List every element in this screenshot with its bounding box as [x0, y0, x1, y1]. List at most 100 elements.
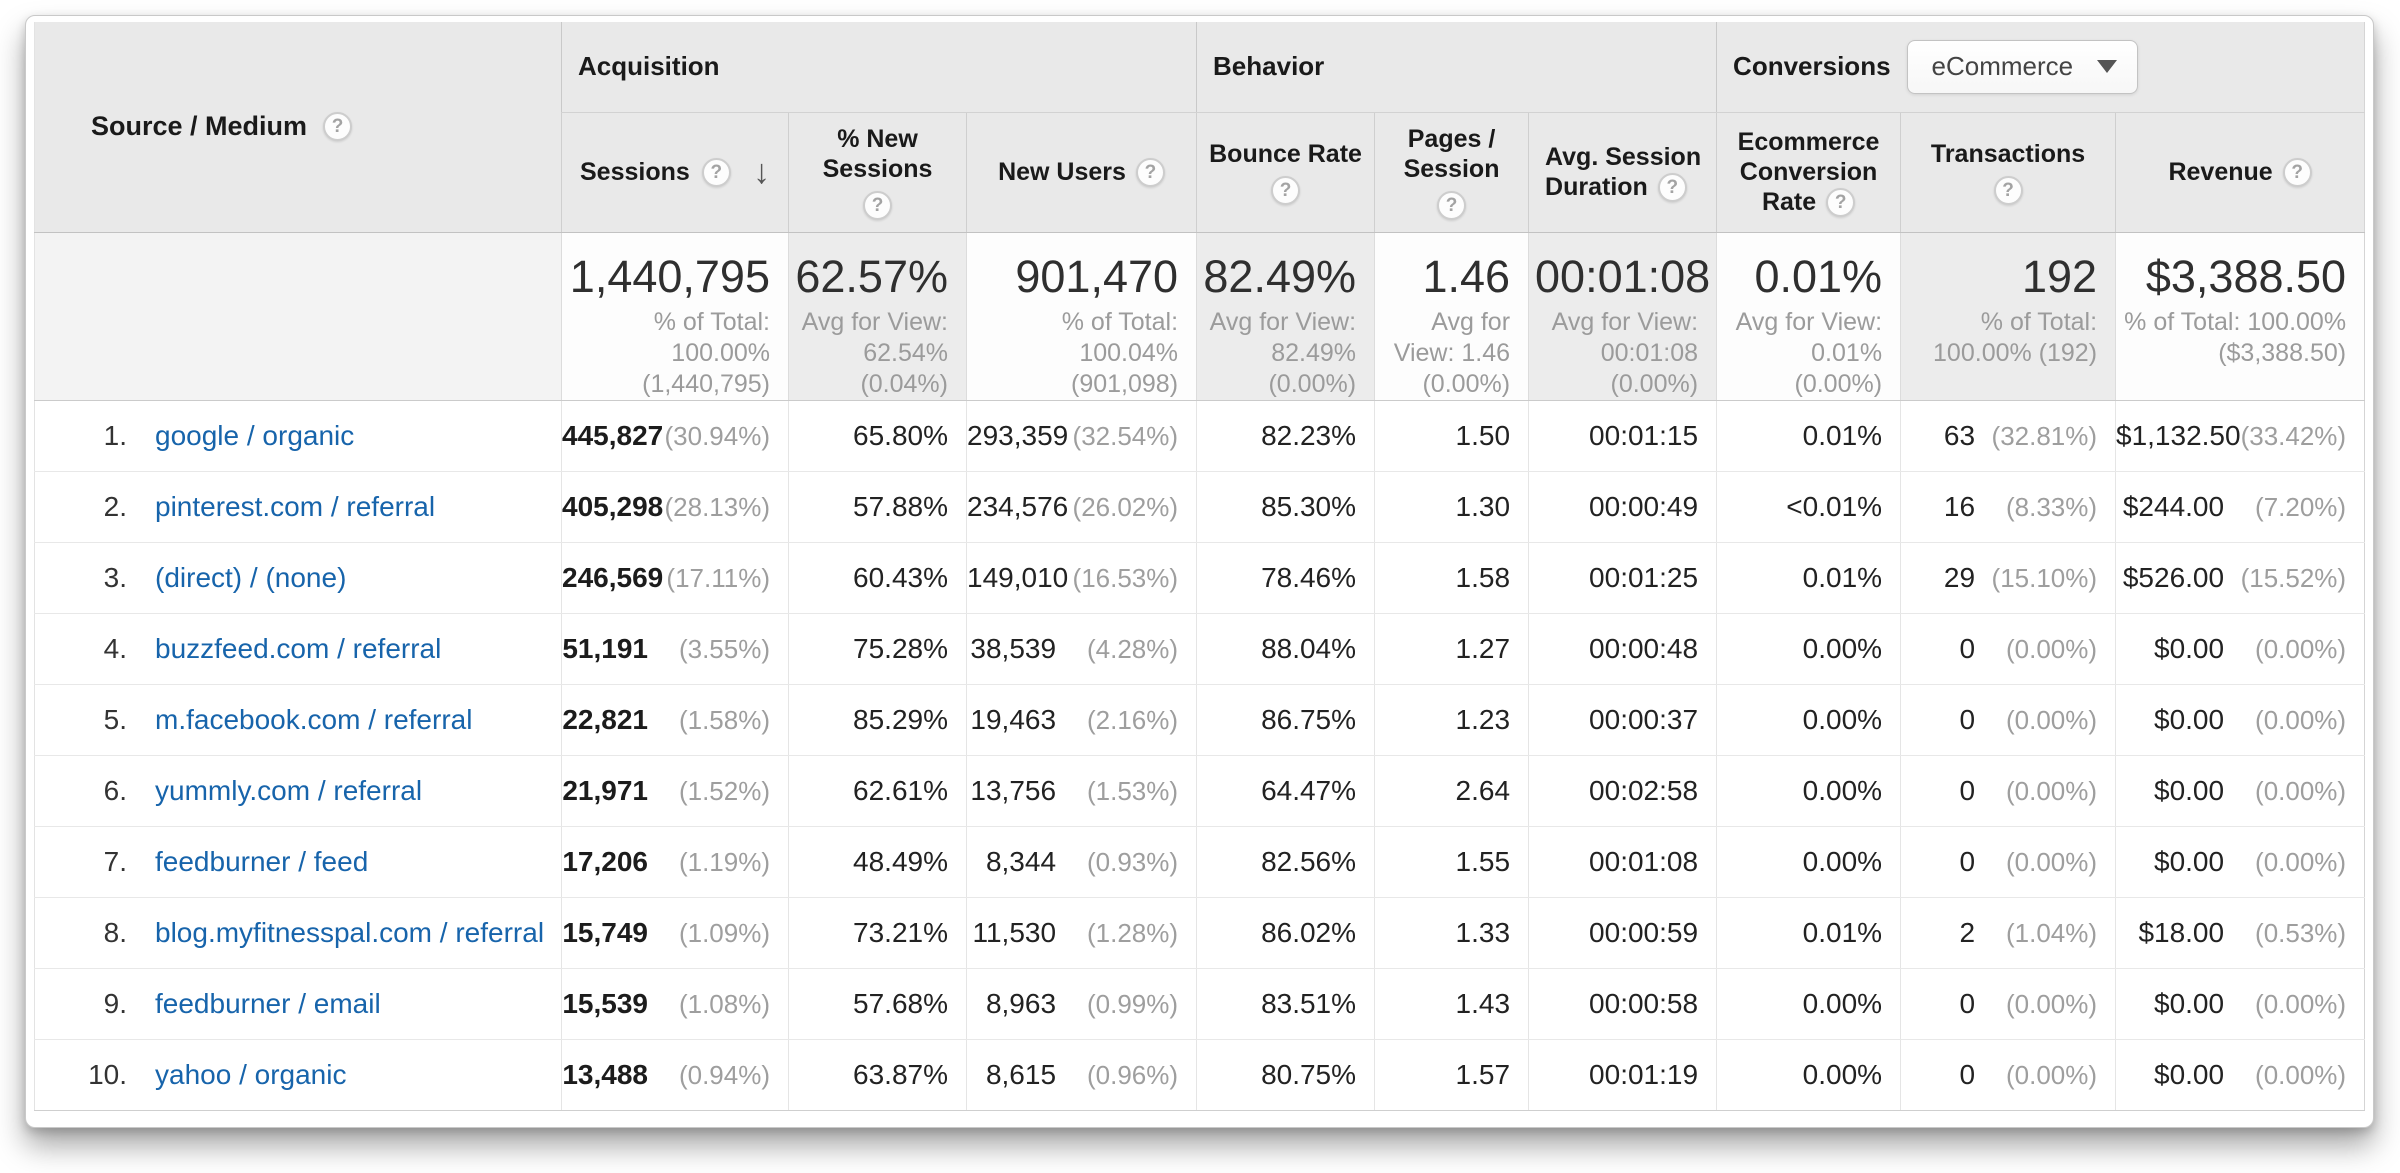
pages-session-cell: 1.50 [1374, 400, 1529, 472]
source-medium-table: Source / Medium ? Acquisition Behavior C… [34, 22, 2366, 1111]
help-icon[interactable]: ? [2282, 158, 2312, 188]
help-icon[interactable]: ? [1437, 191, 1467, 220]
transactions-cell: 16 (8.33%) [1900, 471, 2116, 543]
new-users-cell: 8,963 (0.99%) [965, 968, 1197, 1040]
pct-new-sessions-cell: 57.88% [788, 471, 967, 543]
row-index: 3. [103, 561, 127, 593]
sort-descending-icon[interactable]: ↓ [753, 153, 770, 191]
revenue-cell: $0.00 (0.00%) [2115, 1039, 2365, 1111]
column-header-ecommerce-conversion-rate[interactable]: Ecommerce Conversion Rate? [1716, 112, 1901, 233]
source-medium-cell: 3. (direct) / (none) [34, 542, 562, 614]
source-medium-cell: 5. m.facebook.com / referral [34, 684, 562, 756]
transactions-cell: 0 (0.00%) [1900, 684, 2116, 756]
column-header-transactions[interactable]: Transactions ? [1900, 112, 2116, 233]
source-medium-link[interactable]: m.facebook.com / referral [155, 703, 473, 735]
totals-pages-session: 1.46 Avg for View: 1.46 (0.00%) [1374, 232, 1529, 401]
transactions-cell: 0 (0.00%) [1900, 968, 2116, 1040]
new-users-cell: 11,530 (1.28%) [965, 897, 1197, 969]
source-medium-cell: 6. yummly.com / referral [34, 755, 562, 827]
ecom-rate-cell: 0.00% [1716, 1039, 1901, 1111]
pages-session-cell: 1.57 [1374, 1039, 1529, 1111]
pages-session-cell: 1.23 [1374, 684, 1529, 756]
row-index: 1. [103, 419, 127, 451]
ecom-rate-cell: 0.01% [1716, 400, 1901, 472]
group-header-acquisition: Acquisition [560, 22, 1197, 113]
help-icon[interactable]: ? [1657, 173, 1687, 203]
pct-new-sessions-cell: 73.21% [788, 897, 967, 969]
source-medium-cell: 9. feedburner / email [34, 968, 562, 1040]
totals-revenue: $3,388.50 % of Total: 100.00% ($3,388.50… [2115, 232, 2365, 401]
help-icon[interactable]: ? [323, 112, 353, 142]
source-medium-cell: 10. yahoo / organic [34, 1039, 562, 1111]
column-header-new-users[interactable]: New Users? [965, 112, 1197, 233]
transactions-cell: 29 (15.10%) [1900, 542, 2116, 614]
conversions-goal-value: eCommerce [1931, 51, 2074, 82]
conversions-goal-dropdown[interactable]: eCommerce [1906, 39, 2139, 94]
new-users-cell: 293,359 (32.54%) [965, 400, 1197, 472]
group-header-behavior: Behavior [1196, 22, 1717, 113]
totals-transactions: 192 % of Total: 100.00% (192) [1900, 232, 2116, 401]
source-medium-link[interactable]: feedburner / email [155, 987, 381, 1019]
revenue-cell: $18.00 (0.53%) [2115, 897, 2365, 969]
row-index: 10. [88, 1058, 127, 1090]
new-users-cell: 149,010 (16.53%) [965, 542, 1197, 614]
avg-duration-cell: 00:02:58 [1528, 755, 1717, 827]
source-medium-link[interactable]: yummly.com / referral [155, 774, 423, 806]
ecom-rate-cell: 0.00% [1716, 684, 1901, 756]
source-medium-link[interactable]: yahoo / organic [155, 1058, 347, 1090]
help-icon[interactable]: ? [1826, 188, 1856, 218]
transactions-cell: 63 (32.81%) [1900, 400, 2116, 472]
source-medium-cell: 2. pinterest.com / referral [34, 471, 562, 543]
new-users-cell: 19,463 (2.16%) [965, 684, 1197, 756]
pct-new-sessions-cell: 85.29% [788, 684, 967, 756]
bounce-rate-cell: 86.02% [1196, 897, 1375, 969]
ecom-rate-cell: 0.00% [1716, 613, 1901, 685]
metric-header-row: Sessions ? ↓ % New Sessions ? New Users?… [35, 112, 2365, 233]
table-body: 1. google / organic 445,827 (30.94%) 65.… [34, 400, 2365, 1111]
bounce-rate-cell: 82.56% [1196, 826, 1375, 898]
column-header-pct-new-sessions[interactable]: % New Sessions ? [788, 112, 967, 233]
source-medium-label: Source / Medium [91, 111, 308, 142]
table-row: 2. pinterest.com / referral 405,298 (28.… [34, 471, 2365, 543]
table-row: 10. yahoo / organic 13,488 (0.94%) 63.87… [34, 1039, 2365, 1111]
pages-session-cell: 2.64 [1374, 755, 1529, 827]
column-header-pages-session[interactable]: Pages / Session ? [1374, 112, 1529, 233]
totals-sessions: 1,440,795 % of Total: 100.00% (1,440,795… [561, 232, 789, 401]
help-icon[interactable]: ? [701, 157, 731, 187]
source-medium-link[interactable]: feedburner / feed [155, 845, 369, 877]
ecom-rate-cell: 0.01% [1716, 542, 1901, 614]
totals-dimension-cell [34, 232, 562, 401]
totals-bounce-rate: 82.49% Avg for View: 82.49% (0.00%) [1196, 232, 1375, 401]
source-medium-link[interactable]: buzzfeed.com / referral [155, 632, 442, 664]
help-icon[interactable]: ? [1271, 176, 1301, 205]
totals-new-users: 901,470 % of Total: 100.04% (901,098) [965, 232, 1197, 401]
table-row: 8. blog.myfitnesspal.com / referral 15,7… [34, 897, 2365, 969]
sessions-cell: 15,539 (1.08%) [561, 968, 789, 1040]
source-medium-link[interactable]: blog.myfitnesspal.com / referral [155, 916, 545, 948]
column-header-revenue[interactable]: Revenue? [2115, 112, 2365, 233]
help-icon[interactable]: ? [1993, 176, 2023, 205]
source-medium-cell: 4. buzzfeed.com / referral [34, 613, 562, 685]
source-medium-link[interactable]: google / organic [155, 419, 355, 451]
column-header-avg-session-duration[interactable]: Avg. Session Duration? [1528, 112, 1717, 233]
table-row: 4. buzzfeed.com / referral 51,191 (3.55%… [34, 613, 2365, 685]
avg-duration-cell: 00:01:08 [1528, 826, 1717, 898]
column-header-sessions[interactable]: Sessions ? ↓ [561, 112, 789, 233]
bounce-rate-cell: 80.75% [1196, 1039, 1375, 1111]
pct-new-sessions-cell: 63.87% [788, 1039, 967, 1111]
help-icon[interactable]: ? [1135, 158, 1165, 188]
help-icon[interactable]: ? [863, 191, 892, 220]
source-medium-link[interactable]: (direct) / (none) [155, 561, 347, 593]
new-users-cell: 13,756 (1.53%) [965, 755, 1197, 827]
new-users-cell: 8,344 (0.93%) [965, 826, 1197, 898]
source-medium-link[interactable]: pinterest.com / referral [155, 490, 436, 522]
pct-new-sessions-cell: 60.43% [788, 542, 967, 614]
table-row: 1. google / organic 445,827 (30.94%) 65.… [34, 400, 2365, 472]
row-index: 5. [103, 703, 127, 735]
column-header-bounce-rate[interactable]: Bounce Rate ? [1196, 112, 1375, 233]
bounce-rate-cell: 83.51% [1196, 968, 1375, 1040]
pct-new-sessions-cell: 57.68% [788, 968, 967, 1040]
new-users-cell: 38,539 (4.28%) [965, 613, 1197, 685]
row-index: 6. [103, 774, 127, 806]
column-header-source-medium[interactable]: Source / Medium ? [34, 22, 562, 233]
